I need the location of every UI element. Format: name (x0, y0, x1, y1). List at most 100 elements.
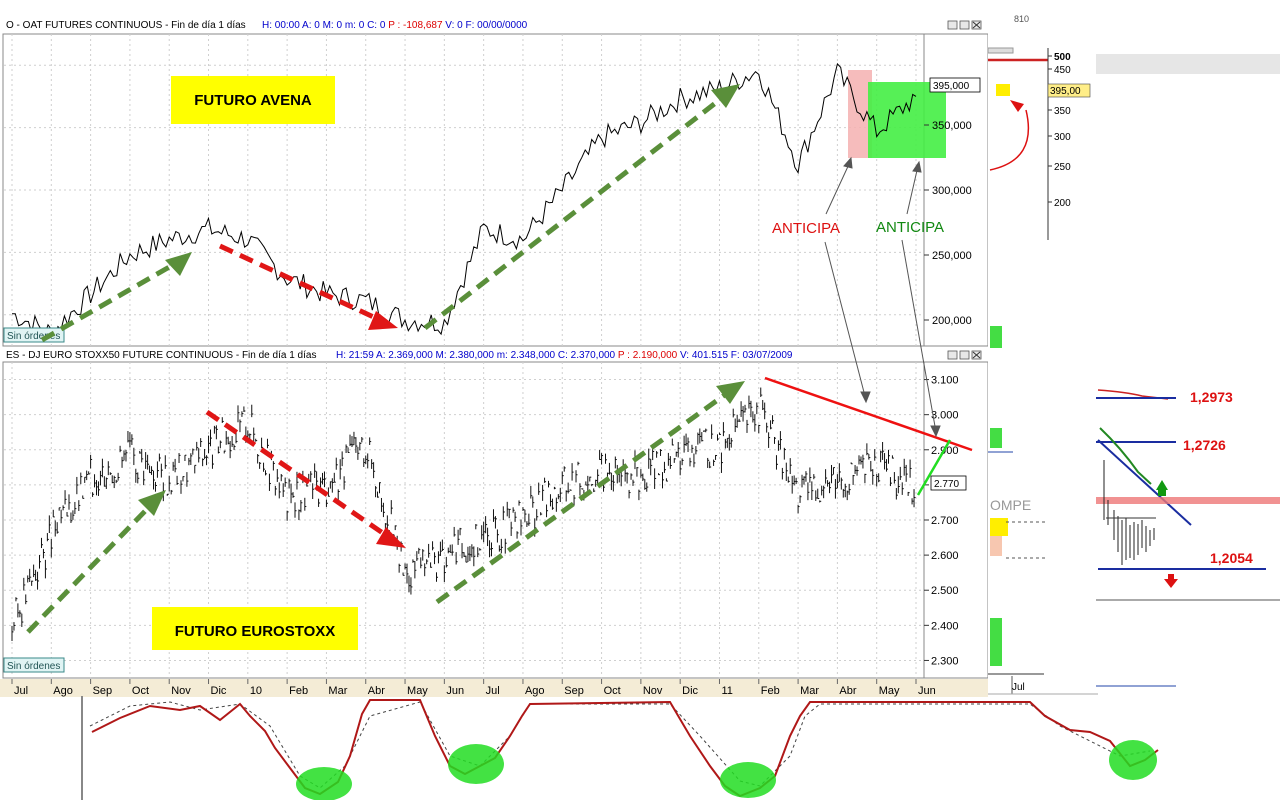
x-axis-strip (0, 679, 988, 697)
bottom-y-tick: 3.100 (931, 375, 959, 387)
x-tick-label: May (407, 685, 428, 697)
x-tick-label: Dic (211, 685, 227, 697)
top-y-tick: 350,000 (932, 120, 972, 132)
x-tick-label: Jun (918, 685, 936, 697)
right-x-label: Jul (1012, 682, 1025, 693)
stat-value: P : -108,687 (385, 20, 443, 31)
bottom-price-box (930, 475, 967, 491)
stat-value: P : 2.190,000 (615, 350, 678, 361)
stat-value: H: 21:59 (336, 350, 374, 361)
stat-value: C: 0 (364, 20, 386, 31)
top-no-orders[interactable]: Sin órdenes (7, 331, 60, 342)
right-scale-tick: 300 (1054, 132, 1071, 143)
top-trend-arrows (40, 84, 740, 343)
right-scale-tick: 250 (1054, 162, 1071, 173)
x-tick-label: Ago (525, 685, 545, 697)
right-scale-tick: 200 (1054, 198, 1071, 209)
top-panel-stats: H: 00:00 A: 0 M: 0 m: 0 C: 0 P : -108,68… (262, 20, 528, 31)
stat-value: F: 03/07/2009 (728, 350, 793, 361)
bottom-label-text: FUTURO EUROSTOXX (175, 623, 336, 640)
svg-text:O - OAT FUTURES CONTINUOUS - F: O - OAT FUTURES CONTINUOUS - Fin de día … (6, 20, 246, 31)
x-tick-label: Ago (53, 685, 73, 697)
right-top-fragment: 810 (1014, 14, 1029, 24)
resistance-trendline (764, 376, 973, 452)
x-tick-label: Nov (643, 685, 663, 697)
bottom-y-tick: 2.600 (931, 550, 959, 562)
x-tick-label: Mar (328, 685, 347, 697)
stat-value: V: 0 (443, 20, 464, 31)
minimize-button[interactable] (947, 350, 958, 360)
x-tick-label: Oct (132, 685, 149, 697)
top-price-box-value: 395,000 (933, 81, 970, 92)
bottom-y-tick: 2.500 (931, 585, 959, 597)
x-tick-label: Jul (14, 685, 28, 697)
right-scale-tick: 450 (1054, 65, 1071, 76)
bottom-y-tick: 2.700 (931, 515, 959, 527)
x-tick-label: Nov (171, 685, 191, 697)
top-label-box (171, 76, 335, 124)
bottom-panel-title: ES - DJ EURO STOXX50 FUTURE CONTINUOUS -… (6, 350, 316, 361)
anticipa-red-label: ANTICIPA (772, 220, 840, 237)
oscillator-panel (81, 696, 1159, 800)
right-fragment-panel: 810 ◢ 2 500450400350300250200 395,00 OMP… (988, 0, 1098, 700)
x-tick-label: Abr (839, 685, 856, 697)
top-y-tick: 200,000 (932, 315, 972, 327)
bottom-price-box-value: 2.770 (934, 479, 959, 490)
stat-value: C: 2.370,000 (555, 350, 615, 361)
stat-value: A: 0 (300, 20, 320, 31)
x-tick-label: Sep (93, 685, 113, 697)
oat-price-line (12, 62, 917, 342)
breakout-line (916, 439, 952, 496)
oscillator-bottom-marker-1 (296, 767, 352, 800)
x-tick-label: 10 (250, 685, 262, 697)
chart-svg: O - OAT FUTURES CONTINUOUS - Fin de día … (0, 20, 989, 697)
maximize-button[interactable] (959, 350, 970, 360)
bottom-y-tick: 3.000 (931, 410, 959, 422)
bottom-window-buttons[interactable] (947, 350, 982, 360)
top-label-text: FUTURO AVENA (194, 92, 312, 109)
stat-value: m: 2.348,000 (494, 350, 556, 361)
stat-value: A: 2.369,000 (374, 350, 433, 361)
stat-value: H: 00:00 (262, 20, 300, 31)
x-tick-label: Dic (682, 685, 698, 697)
oscillator-bottom-marker-3 (720, 762, 776, 798)
x-axis: Jul Ago Sep Oct Nov Dic 10 Feb Mar Abr May Jun Jul Ag… (11, 679, 936, 697)
right-scale-tick: 350 (1054, 106, 1071, 117)
oscillator-bottom-marker-2 (448, 744, 504, 784)
x-tick-label: Abr (368, 685, 385, 697)
x-tick-label: 11 (721, 685, 732, 697)
bottom-panel-stats: H: 21:59 A: 2.369,000 M: 2.380,000 m: 2.… (336, 350, 793, 361)
svg-text:ES - DJ EURO STOXX50 FUTURE CO: ES - DJ EURO STOXX50 FUTURE CONTINUOUS -… (6, 350, 316, 361)
far-right-panel: 1,2973 1,2726 1,2054 (1096, 54, 1280, 687)
x-tick-label: Feb (761, 685, 780, 697)
top-y-tick: 300,000 (932, 185, 972, 197)
eurostoxx-bars (11, 387, 916, 641)
x-tick-label: Oct (604, 685, 621, 697)
top-y-tick: 250,000 (932, 250, 972, 262)
x-tick-label: Jun (446, 685, 464, 697)
stat-value: V: 401.515 (677, 350, 728, 361)
stat-value: M: 0 (320, 20, 343, 31)
stat-value: M: 2.380,000 (433, 350, 495, 361)
top-price-box (929, 77, 981, 93)
x-tick-label: Sep (564, 685, 584, 697)
chart-window: O - OAT FUTURES CONTINUOUS - Fin de día … (0, 20, 989, 697)
top-y-axis: 350,000 300,000 250,000 200,000 (924, 120, 972, 327)
oscillator-bottom-marker-4 (1109, 740, 1157, 780)
level-3-label: 1,2054 (1210, 550, 1253, 566)
level-1-label: 1,2973 (1190, 389, 1233, 405)
minimize-button[interactable] (947, 20, 958, 30)
right-scale-tick: 500 (1054, 52, 1071, 63)
maximize-button[interactable] (959, 20, 970, 30)
bottom-trend-arrows (26, 381, 745, 634)
anticipa-green-label: ANTICIPA (876, 219, 944, 236)
top-panel-title: O - OAT FUTURES CONTINUOUS - Fin de día … (6, 20, 246, 31)
stat-value: F: 00/00/0000 (463, 20, 528, 31)
x-tick-label: May (879, 685, 900, 697)
bottom-no-orders[interactable]: Sin órdenes (7, 661, 60, 672)
right-partial-text: OMPE (990, 497, 1031, 513)
bottom-label-box (152, 607, 358, 650)
top-window-buttons[interactable] (947, 20, 982, 30)
anticipa-pointers (824, 156, 941, 438)
x-tick-label: Feb (289, 685, 308, 697)
